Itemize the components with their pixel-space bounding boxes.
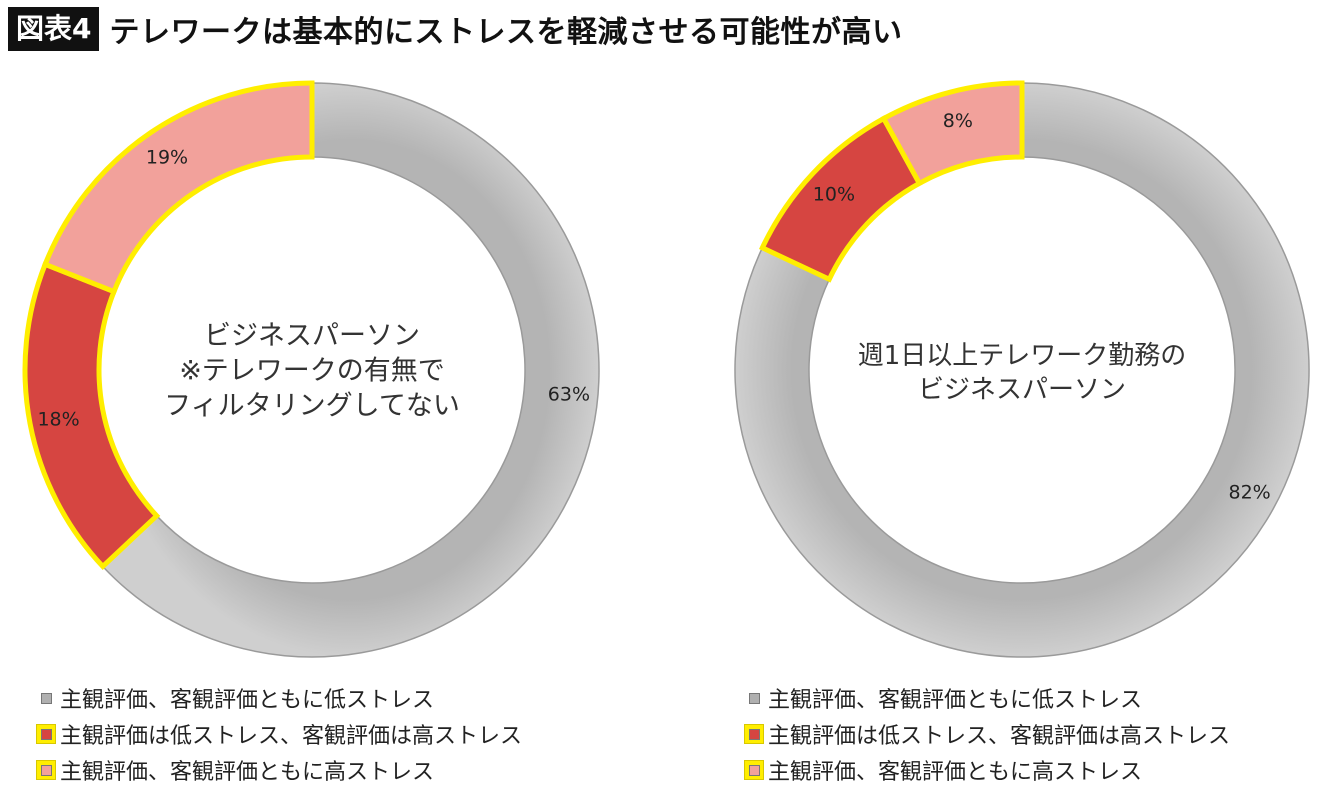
donut-slice-low_both — [734, 82, 1310, 658]
legend-item: 主観評価、客観評価ともに高ストレス — [36, 752, 522, 788]
center-label-line: 週1日以上テレワーク勤務の — [858, 341, 1187, 371]
slice-label-high_both: 19% — [146, 147, 188, 169]
legend-swatch — [36, 724, 56, 744]
donut-slice-low_both — [101, 82, 600, 658]
donut-slice-high_both — [880, 80, 1025, 187]
slice-label-high_both: 8% — [943, 110, 973, 132]
legend-swatch — [744, 724, 764, 744]
figure-header: 図表4 テレワークは基本的にストレスを軽減させる可能性が高い — [8, 6, 902, 52]
legend-item: 主観評価、客観評価ともに低ストレス — [744, 680, 1230, 716]
donut-slice-high_both — [41, 80, 315, 295]
legend-swatch — [36, 688, 56, 708]
slice-label-subj_low_obj_high: 10% — [813, 183, 855, 205]
legend-swatch — [744, 760, 764, 780]
slice-label-low_both: 63% — [548, 384, 590, 406]
slice-label-subj_low_obj_high: 18% — [37, 408, 79, 430]
slice-label-low_both: 82% — [1229, 481, 1271, 503]
center-label-line: ビジネスパーソン — [918, 375, 1126, 405]
legend-item: 主観評価、客観評価ともに低ストレス — [36, 680, 522, 716]
legend-swatch — [36, 760, 56, 780]
legend-label: 主観評価、客観評価ともに高ストレス — [60, 760, 435, 785]
legend-item: 主観評価、客観評価ともに高ストレス — [744, 752, 1230, 788]
center-label-line: ビジネスパーソン — [204, 320, 420, 351]
legend-swatch — [744, 688, 764, 708]
center-label-line: フィルタリングしてない — [164, 391, 460, 422]
center-label-line: ※テレワークの有無で — [179, 355, 445, 386]
legend-label: 主観評価、客観評価ともに低ストレス — [60, 688, 435, 713]
legend-item: 主観評価は低ストレス、客観評価は高ストレス — [744, 716, 1230, 752]
figure-title: テレワークは基本的にストレスを軽減させる可能性が高い — [109, 15, 903, 50]
legend-all: 主観評価、客観評価ともに低ストレス主観評価は低ストレス、客観評価は高ストレス 主観… — [36, 680, 522, 788]
legend-label: 主観評価は低ストレス、客観評価は高ストレス — [768, 724, 1231, 749]
legend-label: 主観評価は低ストレス、客観評価は高ストレス — [60, 724, 523, 749]
legend-label: 主観評価、客観評価ともに低ストレス — [768, 688, 1143, 713]
legend-telework: 主観評価、客観評価ともに低ストレス主観評価は低ストレス、客観評価は高ストレス 主観… — [744, 680, 1230, 788]
figure-label: 図表4 — [8, 7, 100, 51]
legend-label: 主観評価、客観評価ともに高ストレス — [768, 760, 1143, 785]
legend-item: 主観評価は低ストレス、客観評価は高ストレス — [36, 716, 522, 752]
